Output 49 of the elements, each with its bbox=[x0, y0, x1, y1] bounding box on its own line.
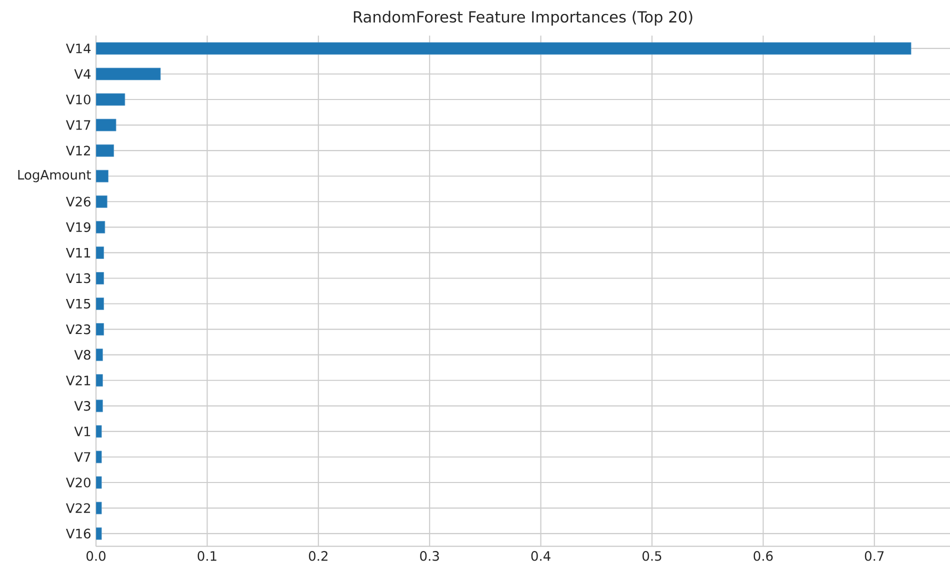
x-tick-label: 0.4 bbox=[531, 551, 550, 561]
y-tick-label: V23 bbox=[66, 324, 90, 334]
y-tick-label: V3 bbox=[74, 400, 90, 411]
x-tick-label: 0.0 bbox=[86, 551, 106, 561]
y-tick-label: V14 bbox=[66, 44, 91, 54]
y-tick-label: V12 bbox=[66, 146, 90, 156]
y-tick-label: V16 bbox=[66, 528, 90, 538]
bar bbox=[96, 118, 116, 132]
y-tick-label: V8 bbox=[74, 350, 90, 360]
y-tick-label: V7 bbox=[74, 452, 90, 462]
chart-title: RandomForest Feature Importances (Top 20) bbox=[354, 10, 692, 26]
y-tick-label: V20 bbox=[66, 478, 90, 488]
x-tick-label: 0.5 bbox=[642, 551, 662, 561]
y-tick-label: V22 bbox=[66, 503, 90, 513]
y-tick-label: V11 bbox=[66, 248, 90, 258]
y-tick-label: V26 bbox=[66, 196, 90, 207]
y-tick-label: V10 bbox=[66, 94, 90, 104]
y-tick-label: LogAmount bbox=[18, 170, 91, 182]
y-tick-label: V1 bbox=[74, 426, 90, 436]
y-tick-label: V17 bbox=[66, 120, 90, 130]
y-tick-label: V13 bbox=[66, 273, 90, 284]
bar bbox=[96, 450, 102, 464]
bar bbox=[96, 144, 114, 157]
bar bbox=[96, 68, 161, 80]
y-tick-label: V15 bbox=[66, 298, 90, 309]
bar bbox=[96, 374, 103, 387]
x-tick-label: 0.3 bbox=[420, 551, 439, 561]
bar bbox=[96, 42, 912, 55]
y-tick-label: V19 bbox=[66, 222, 90, 232]
y-tick-label: V21 bbox=[66, 376, 90, 386]
bar bbox=[96, 502, 102, 514]
x-tick-label: 0.6 bbox=[754, 551, 773, 561]
bar bbox=[96, 272, 104, 284]
bar bbox=[96, 348, 103, 362]
x-tick-label: 0.1 bbox=[198, 551, 216, 561]
bar bbox=[96, 527, 102, 540]
bar bbox=[96, 298, 104, 310]
x-tick-label: 0.7 bbox=[864, 551, 884, 561]
y-tick-label: V4 bbox=[74, 69, 91, 79]
bar bbox=[96, 195, 108, 208]
x-tick-label: 0.2 bbox=[308, 551, 328, 561]
bar bbox=[96, 476, 102, 489]
bar bbox=[96, 93, 126, 106]
bar bbox=[96, 246, 104, 259]
bar bbox=[96, 220, 106, 234]
bar bbox=[96, 400, 103, 412]
bar bbox=[96, 425, 102, 438]
bar bbox=[96, 323, 104, 336]
bar bbox=[96, 170, 108, 182]
